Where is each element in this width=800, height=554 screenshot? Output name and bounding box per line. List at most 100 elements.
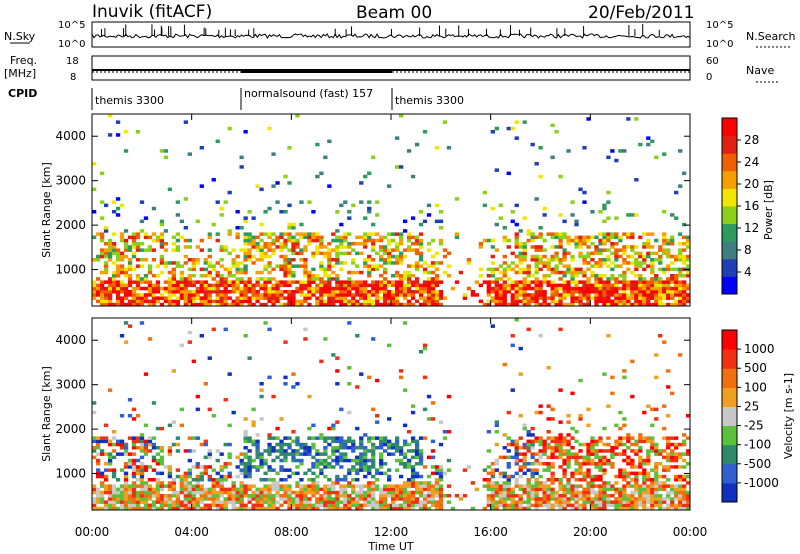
- heatmap-cell: [123, 340, 129, 344]
- heatmap-cell: [383, 494, 388, 498]
- heatmap-cell: [351, 248, 356, 252]
- heatmap-cell: [343, 455, 348, 460]
- heatmap-cell: [578, 378, 583, 383]
- heatmap-cell: [255, 258, 260, 262]
- heatmap-cell: [430, 417, 436, 421]
- heatmap-cell: [115, 213, 121, 217]
- heatmap-cell: [275, 487, 280, 492]
- heatmap-cell: [331, 506, 336, 511]
- heatmap-cell: [562, 452, 567, 456]
- heatmap-cell: [494, 267, 499, 272]
- heatmap-cell: [634, 290, 639, 294]
- heatmap-cell: [363, 280, 368, 284]
- heatmap-cell: [135, 274, 141, 278]
- heatmap-cell: [315, 296, 320, 300]
- heatmap-cell: [175, 296, 181, 300]
- heatmap-cell: [406, 490, 412, 495]
- heatmap-cell: [642, 261, 647, 265]
- heatmap-cell: [227, 487, 232, 492]
- heatmap-cell: [287, 296, 292, 300]
- heatmap-cell: [387, 487, 392, 492]
- heatmap-cell: [606, 280, 611, 284]
- heatmap-cell: [231, 487, 236, 492]
- heatmap-cell: [594, 274, 599, 278]
- heatmap-cell: [682, 293, 687, 297]
- heatmap-cell: [187, 474, 192, 479]
- heatmap-cell: [498, 471, 503, 476]
- heatmap-cell: [586, 302, 591, 307]
- heatmap-cell: [642, 277, 647, 281]
- heatmap-cell: [650, 478, 655, 482]
- heatmap-cell: [666, 286, 671, 291]
- heatmap-cell: [550, 497, 555, 501]
- heatmap-cell: [167, 280, 173, 284]
- heatmap-cell: [606, 404, 611, 408]
- heatmap-cell: [590, 503, 595, 508]
- heatmap-cell: [347, 290, 352, 294]
- heatmap-cell: [406, 248, 412, 252]
- heatmap-cell: [458, 270, 464, 275]
- velocity-colorbar-label: Velocity [m s-1]: [782, 373, 795, 459]
- heatmap-cell: [590, 436, 595, 440]
- heatmap-cell: [239, 290, 244, 294]
- heatmap-cell: [498, 455, 503, 460]
- heatmap-cell: [151, 296, 157, 300]
- heatmap-cell: [546, 404, 551, 408]
- heatmap-cell: [546, 503, 551, 508]
- heatmap-cell: [550, 471, 555, 476]
- colorbar-swatch: [722, 188, 737, 207]
- heatmap-cell: [259, 238, 264, 243]
- heatmap-cell: [175, 503, 181, 508]
- heatmap-cell: [654, 302, 659, 307]
- heatmap-cell: [311, 280, 316, 284]
- heatmap-cell: [654, 497, 659, 501]
- heatmap-cell: [606, 334, 611, 338]
- heatmap-cell: [630, 449, 635, 453]
- heatmap-cell: [303, 245, 308, 249]
- heatmap-cell: [626, 462, 631, 466]
- heatmap-cell: [203, 494, 208, 498]
- heatmap-cell: [510, 261, 515, 265]
- heatmap-cell: [646, 290, 651, 294]
- heatmap-cell: [626, 286, 631, 291]
- heatmap-cell: [279, 458, 284, 463]
- heatmap-cell: [578, 235, 583, 240]
- heatmap-cell: [646, 232, 651, 236]
- heatmap-cell: [211, 264, 216, 268]
- heatmap-cell: [510, 455, 515, 460]
- heatmap-cell: [590, 458, 595, 463]
- heatmap-cell: [211, 468, 216, 472]
- heatmap-cell: [143, 497, 149, 501]
- heatmap-cell: [426, 248, 432, 252]
- heatmap-cell: [163, 296, 169, 300]
- heatmap-cell: [343, 474, 348, 479]
- heatmap-cell: [383, 235, 388, 240]
- ytick-label: 4000: [55, 129, 86, 143]
- heatmap-cell: [398, 474, 404, 479]
- heatmap-cell: [642, 484, 647, 488]
- heatmap-cell: [111, 487, 117, 492]
- heatmap-cell: [522, 490, 527, 495]
- heatmap-cell: [243, 290, 248, 294]
- heatmap-cell: [570, 277, 575, 281]
- heatmap-cell: [518, 261, 523, 265]
- heatmap-cell: [259, 254, 264, 259]
- heatmap-cell: [630, 254, 635, 259]
- heatmap-cell: [542, 274, 547, 278]
- heatmap-cell: [394, 458, 400, 463]
- heatmap-cell: [534, 481, 539, 485]
- heatmap-cell: [650, 500, 655, 504]
- heatmap-cell: [175, 506, 181, 511]
- heatmap-cell: [92, 235, 97, 240]
- heatmap-cell: [187, 267, 192, 272]
- heatmap-cell: [283, 442, 288, 447]
- heatmap-cell: [127, 293, 133, 297]
- heatmap-cell: [367, 468, 372, 472]
- heatmap-cell: [99, 290, 105, 294]
- heatmap-cell: [111, 455, 117, 460]
- heatmap-cell: [414, 238, 420, 243]
- heatmap-cell: [103, 226, 109, 230]
- heatmap-cell: [650, 481, 655, 485]
- heatmap-cell: [434, 299, 440, 304]
